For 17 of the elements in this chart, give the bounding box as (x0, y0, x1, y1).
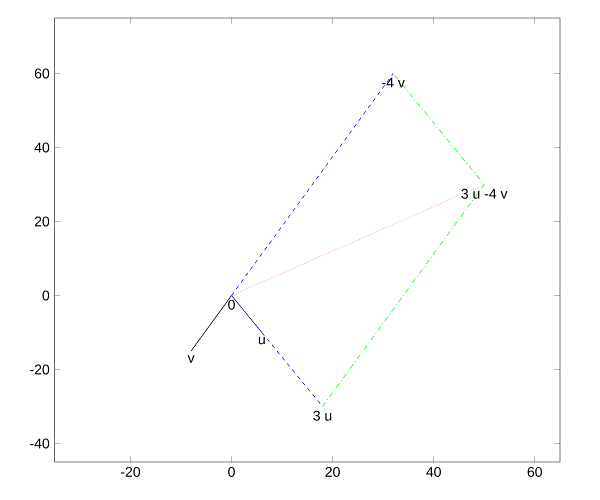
x-tick-label: -20 (120, 466, 140, 477)
y-tick-label: -40 (30, 438, 50, 448)
annotation: v (188, 355, 195, 363)
x-tick-label: 40 (426, 466, 441, 477)
annotation: -4 v (382, 78, 405, 88)
y-tick-label: -20 (30, 364, 50, 374)
annotation: 3 u -4 v (461, 188, 508, 199)
y-tick-label: 40 (34, 142, 50, 152)
y-tick-label: 60 (34, 68, 50, 78)
y-tick-label: 0 (42, 290, 50, 300)
annotation: u (258, 336, 265, 344)
annotation: 0 (228, 300, 235, 310)
x-tick-label: 20 (326, 466, 340, 477)
annotation: 3 u (313, 410, 332, 421)
x-tick-label: 0 (228, 466, 235, 477)
y-tick-label: 20 (34, 216, 50, 226)
x-tick-label: 60 (528, 466, 542, 477)
